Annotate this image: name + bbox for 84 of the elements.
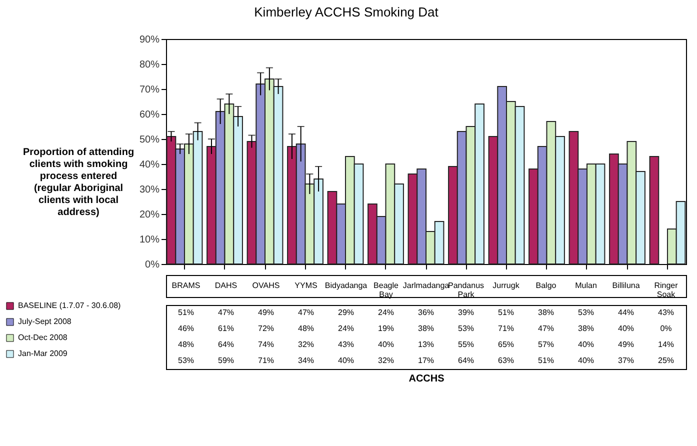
data-label: 36% bbox=[418, 308, 434, 317]
y-tick-label: 80% bbox=[139, 60, 160, 70]
x-tick-label: Jurrugk bbox=[492, 281, 520, 290]
data-label: 46% bbox=[178, 324, 194, 333]
x-tick-label: Balgo bbox=[536, 281, 557, 290]
data-label: 71% bbox=[498, 324, 514, 333]
data-label: 53% bbox=[178, 356, 194, 365]
data-label: 43% bbox=[658, 308, 674, 317]
data-label: 40% bbox=[578, 340, 594, 349]
y-tick-label: 10% bbox=[139, 234, 160, 246]
y-tick-label: 0% bbox=[145, 260, 160, 270]
data-label: 14% bbox=[658, 340, 674, 349]
chart-title: Kimberley ACCHS Smoking Dat bbox=[254, 4, 439, 20]
x-tick-label: OVAHS bbox=[252, 281, 280, 290]
data-label: 57% bbox=[538, 340, 554, 349]
y-axis-title: Proportion of attending clients with smoking process entered bbox=[22, 147, 134, 182]
data-label: 55% bbox=[458, 340, 474, 349]
data-label: 51% bbox=[538, 356, 554, 365]
data-label: 32% bbox=[378, 356, 394, 365]
data-label: 48% bbox=[298, 324, 314, 333]
bar bbox=[649, 156, 660, 264]
data-label: 44% bbox=[618, 308, 634, 317]
data-label: 39% bbox=[458, 308, 474, 317]
data-label: 37% bbox=[618, 356, 634, 365]
data-label: 49% bbox=[618, 340, 634, 349]
x-tick-label: DAHS bbox=[214, 281, 238, 290]
x-tick-label: Bidyadanga bbox=[324, 281, 368, 290]
text: ACCHS bbox=[408, 374, 445, 384]
data-label: 71% bbox=[258, 356, 274, 365]
data-label: 40% bbox=[378, 340, 394, 349]
data-label: 47% bbox=[298, 308, 314, 317]
text: (regular Aboriginal clients with local address) bbox=[34, 183, 124, 218]
y-tick-label: 20% bbox=[139, 210, 160, 220]
x-tick-label: Ringer Soak bbox=[654, 281, 678, 299]
data-label: 43% bbox=[338, 340, 354, 349]
y-tick-label: 30% bbox=[139, 184, 160, 196]
data-label: 53% bbox=[458, 324, 474, 333]
legend-label: Oct-Dec 2008 bbox=[18, 333, 68, 342]
data-label: 64% bbox=[458, 356, 474, 365]
x-tick-label: Mulan bbox=[575, 281, 597, 290]
data-label: 0% bbox=[660, 324, 672, 333]
data-label: 48% bbox=[178, 340, 194, 349]
data-label: 53% bbox=[578, 308, 594, 317]
data-label: 61% bbox=[218, 324, 234, 333]
data-label: 24% bbox=[338, 324, 354, 333]
data-label: 38% bbox=[578, 324, 594, 333]
x-tick-label: YYMS bbox=[294, 281, 318, 290]
data-label: 72% bbox=[258, 324, 274, 333]
data-label: 29% bbox=[338, 308, 354, 317]
data-label: 40% bbox=[338, 356, 354, 365]
data-label: 47% bbox=[218, 308, 234, 317]
y-tick-label: 60% bbox=[139, 110, 160, 120]
data-label: 59% bbox=[218, 356, 234, 365]
data-label: 19% bbox=[378, 324, 394, 333]
legend-label: BASELINE (1.7.07 - 30.6.08) bbox=[18, 301, 122, 310]
data-label: 51% bbox=[498, 308, 514, 317]
data-label: 51% bbox=[178, 308, 194, 317]
x-tick-label: Jarlmadanga bbox=[402, 281, 450, 290]
data-label: 38% bbox=[538, 308, 554, 317]
data-label: 74% bbox=[258, 340, 274, 349]
y-tick-label: 90% bbox=[139, 34, 160, 46]
data-label: 17% bbox=[418, 356, 434, 365]
data-label: 32% bbox=[298, 340, 314, 349]
data-label: 47% bbox=[538, 324, 554, 333]
data-label: 40% bbox=[578, 356, 594, 365]
y-tick-label: 70% bbox=[139, 84, 160, 96]
y-tick-label: 40% bbox=[139, 160, 160, 170]
data-label: 38% bbox=[418, 324, 434, 333]
data-label: 49% bbox=[258, 308, 274, 317]
data-label: 63% bbox=[498, 356, 514, 365]
x-tick-label: Billiluna bbox=[612, 281, 640, 290]
x-tick-label: Beagle Bay bbox=[374, 281, 399, 299]
data-label: 13% bbox=[418, 340, 434, 349]
data-label: 40% bbox=[618, 324, 634, 333]
y-tick-label: 50% bbox=[139, 134, 160, 146]
x-tick-label: BRAMS bbox=[172, 281, 200, 290]
legend-label: Jan-Mar 2009 bbox=[18, 349, 68, 358]
x-tick-label: Pandanus Park bbox=[448, 281, 484, 299]
data-label: 24% bbox=[378, 308, 394, 317]
legend-label: July-Sept 2008 bbox=[18, 317, 72, 326]
data-label: 25% bbox=[658, 356, 674, 365]
data-label: 34% bbox=[298, 356, 314, 365]
data-label: 64% bbox=[218, 340, 234, 349]
data-label: 65% bbox=[498, 340, 514, 349]
